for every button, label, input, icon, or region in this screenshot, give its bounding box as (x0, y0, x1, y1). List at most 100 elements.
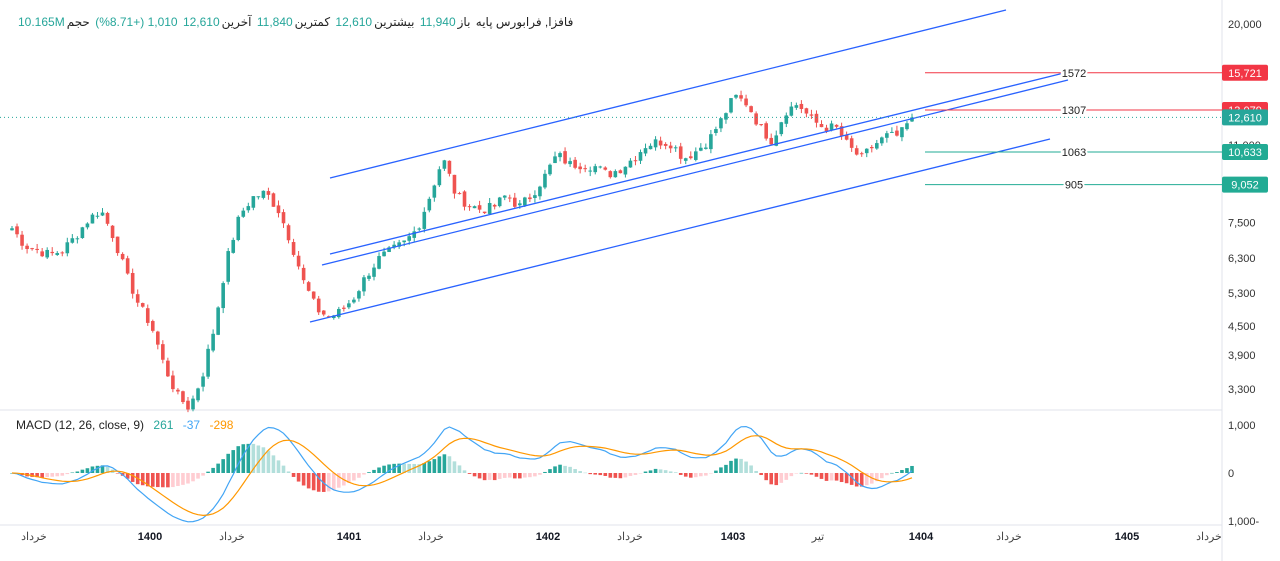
macd-histogram-bar (90, 466, 95, 473)
candle-body (678, 146, 683, 159)
macd-histogram-bar (854, 473, 859, 487)
candle-body (819, 123, 824, 128)
macd-histogram-bar (397, 463, 401, 473)
macd-histogram-bar (799, 472, 804, 474)
candle-body (638, 152, 643, 161)
level-label: 1572 (1062, 68, 1086, 80)
candle-body (427, 198, 432, 211)
candle-body (145, 308, 150, 323)
macd-histogram-bar (130, 473, 135, 482)
macd-histogram-bar (472, 473, 477, 477)
macd-histogram-bar (719, 467, 723, 473)
macd-histogram-bar (839, 473, 844, 483)
candle-body (859, 153, 864, 155)
macd-histogram-bar (502, 473, 507, 478)
macd-histogram-bar (794, 473, 799, 474)
candle-body (608, 171, 613, 178)
macd-histogram-bar (30, 473, 34, 477)
trend-channel-line (321, 79, 1069, 266)
macd-histogram-bar (186, 473, 190, 484)
macd-histogram-bar (744, 461, 748, 473)
candle-body (276, 205, 281, 214)
macd-histogram-bar (402, 463, 406, 473)
macd-histogram-bar (623, 473, 628, 478)
candle-body (593, 166, 598, 173)
time-axis-tick: 1403 (721, 531, 745, 543)
macd-histogram-bar (779, 473, 784, 483)
macd-histogram-bar (673, 472, 678, 473)
macd-histogram-bar (65, 473, 70, 475)
macd-histogram-bar (859, 473, 864, 487)
candle-body (910, 117, 914, 122)
macd-histogram-bar (231, 450, 236, 473)
candle-body (156, 331, 160, 345)
macd-histogram-bar (829, 473, 834, 481)
low-label: کمترین (294, 15, 331, 29)
candle-body (457, 193, 462, 195)
macd-histogram-bar (216, 463, 220, 473)
macd-histogram-bar (895, 472, 899, 473)
candles-group (10, 90, 914, 413)
candle-body (452, 174, 457, 194)
time-axis-tick: 1402 (536, 531, 560, 543)
time-axis-tick: 1405 (1115, 531, 1139, 543)
macd-histogram-bar (900, 470, 904, 473)
level-label: 905 (1065, 180, 1083, 192)
candle-body (502, 195, 507, 198)
macd-histogram-bar (538, 473, 542, 475)
macd-histogram-bar (487, 473, 492, 480)
candle-body (367, 275, 371, 279)
candle-body (895, 130, 899, 136)
price-axis-tick: 5,300 (1228, 288, 1256, 300)
macd-histogram-bar (352, 473, 356, 481)
candle-body (266, 191, 271, 195)
candle-body (271, 193, 276, 207)
candle-body (759, 124, 763, 126)
candle-body (548, 164, 552, 175)
macd-histogram-bar (824, 473, 829, 481)
candle-body (10, 228, 14, 231)
macd-histogram-bar (875, 473, 879, 482)
candle-body (779, 122, 784, 135)
macd-histogram-bar (150, 473, 155, 487)
candle-body (523, 197, 527, 206)
candle-body (261, 190, 266, 198)
macd-histogram-bar (266, 450, 271, 473)
macd-histogram-bar (306, 473, 311, 489)
candle-body (709, 134, 713, 150)
candle-body (65, 242, 70, 254)
macd-histogram-bar (171, 473, 175, 488)
macd-histogram-bar (35, 473, 39, 478)
macd-histogram-bar (759, 473, 763, 476)
candle-body (337, 308, 341, 318)
time-axis-tick: خرداد (1196, 531, 1222, 543)
candle-body (568, 161, 572, 165)
candle-body (181, 391, 185, 403)
candle-body (110, 225, 115, 239)
candle-body (321, 310, 326, 315)
candle-body (105, 212, 110, 224)
macd-histogram-bar (276, 460, 281, 473)
macd-histogram-bar (492, 473, 497, 481)
candle-body (869, 147, 874, 149)
macd-histogram-bar (301, 473, 306, 486)
candle-body (130, 273, 135, 294)
macd-histogram-bar (754, 470, 758, 473)
candle-body (216, 307, 220, 335)
macd-histogram-bar (739, 458, 743, 473)
macd-histogram-bar (331, 473, 336, 490)
macd-axis-tick: 1,000 (1228, 420, 1256, 432)
macd-histogram-bar (236, 446, 241, 473)
candle-body (85, 223, 90, 228)
macd-histogram-bar (75, 471, 80, 473)
volume-label: حجم (66, 15, 90, 29)
macd-histogram-bar (422, 463, 427, 473)
candle-body (518, 203, 522, 206)
candle-body (196, 388, 200, 401)
macd-signal-value: -298 (209, 418, 234, 432)
macd-histogram-bar (357, 473, 361, 478)
candle-body (135, 294, 140, 303)
candle-body (839, 126, 844, 136)
time-axis-tick: 1404 (909, 531, 934, 543)
candle-body (60, 252, 65, 254)
